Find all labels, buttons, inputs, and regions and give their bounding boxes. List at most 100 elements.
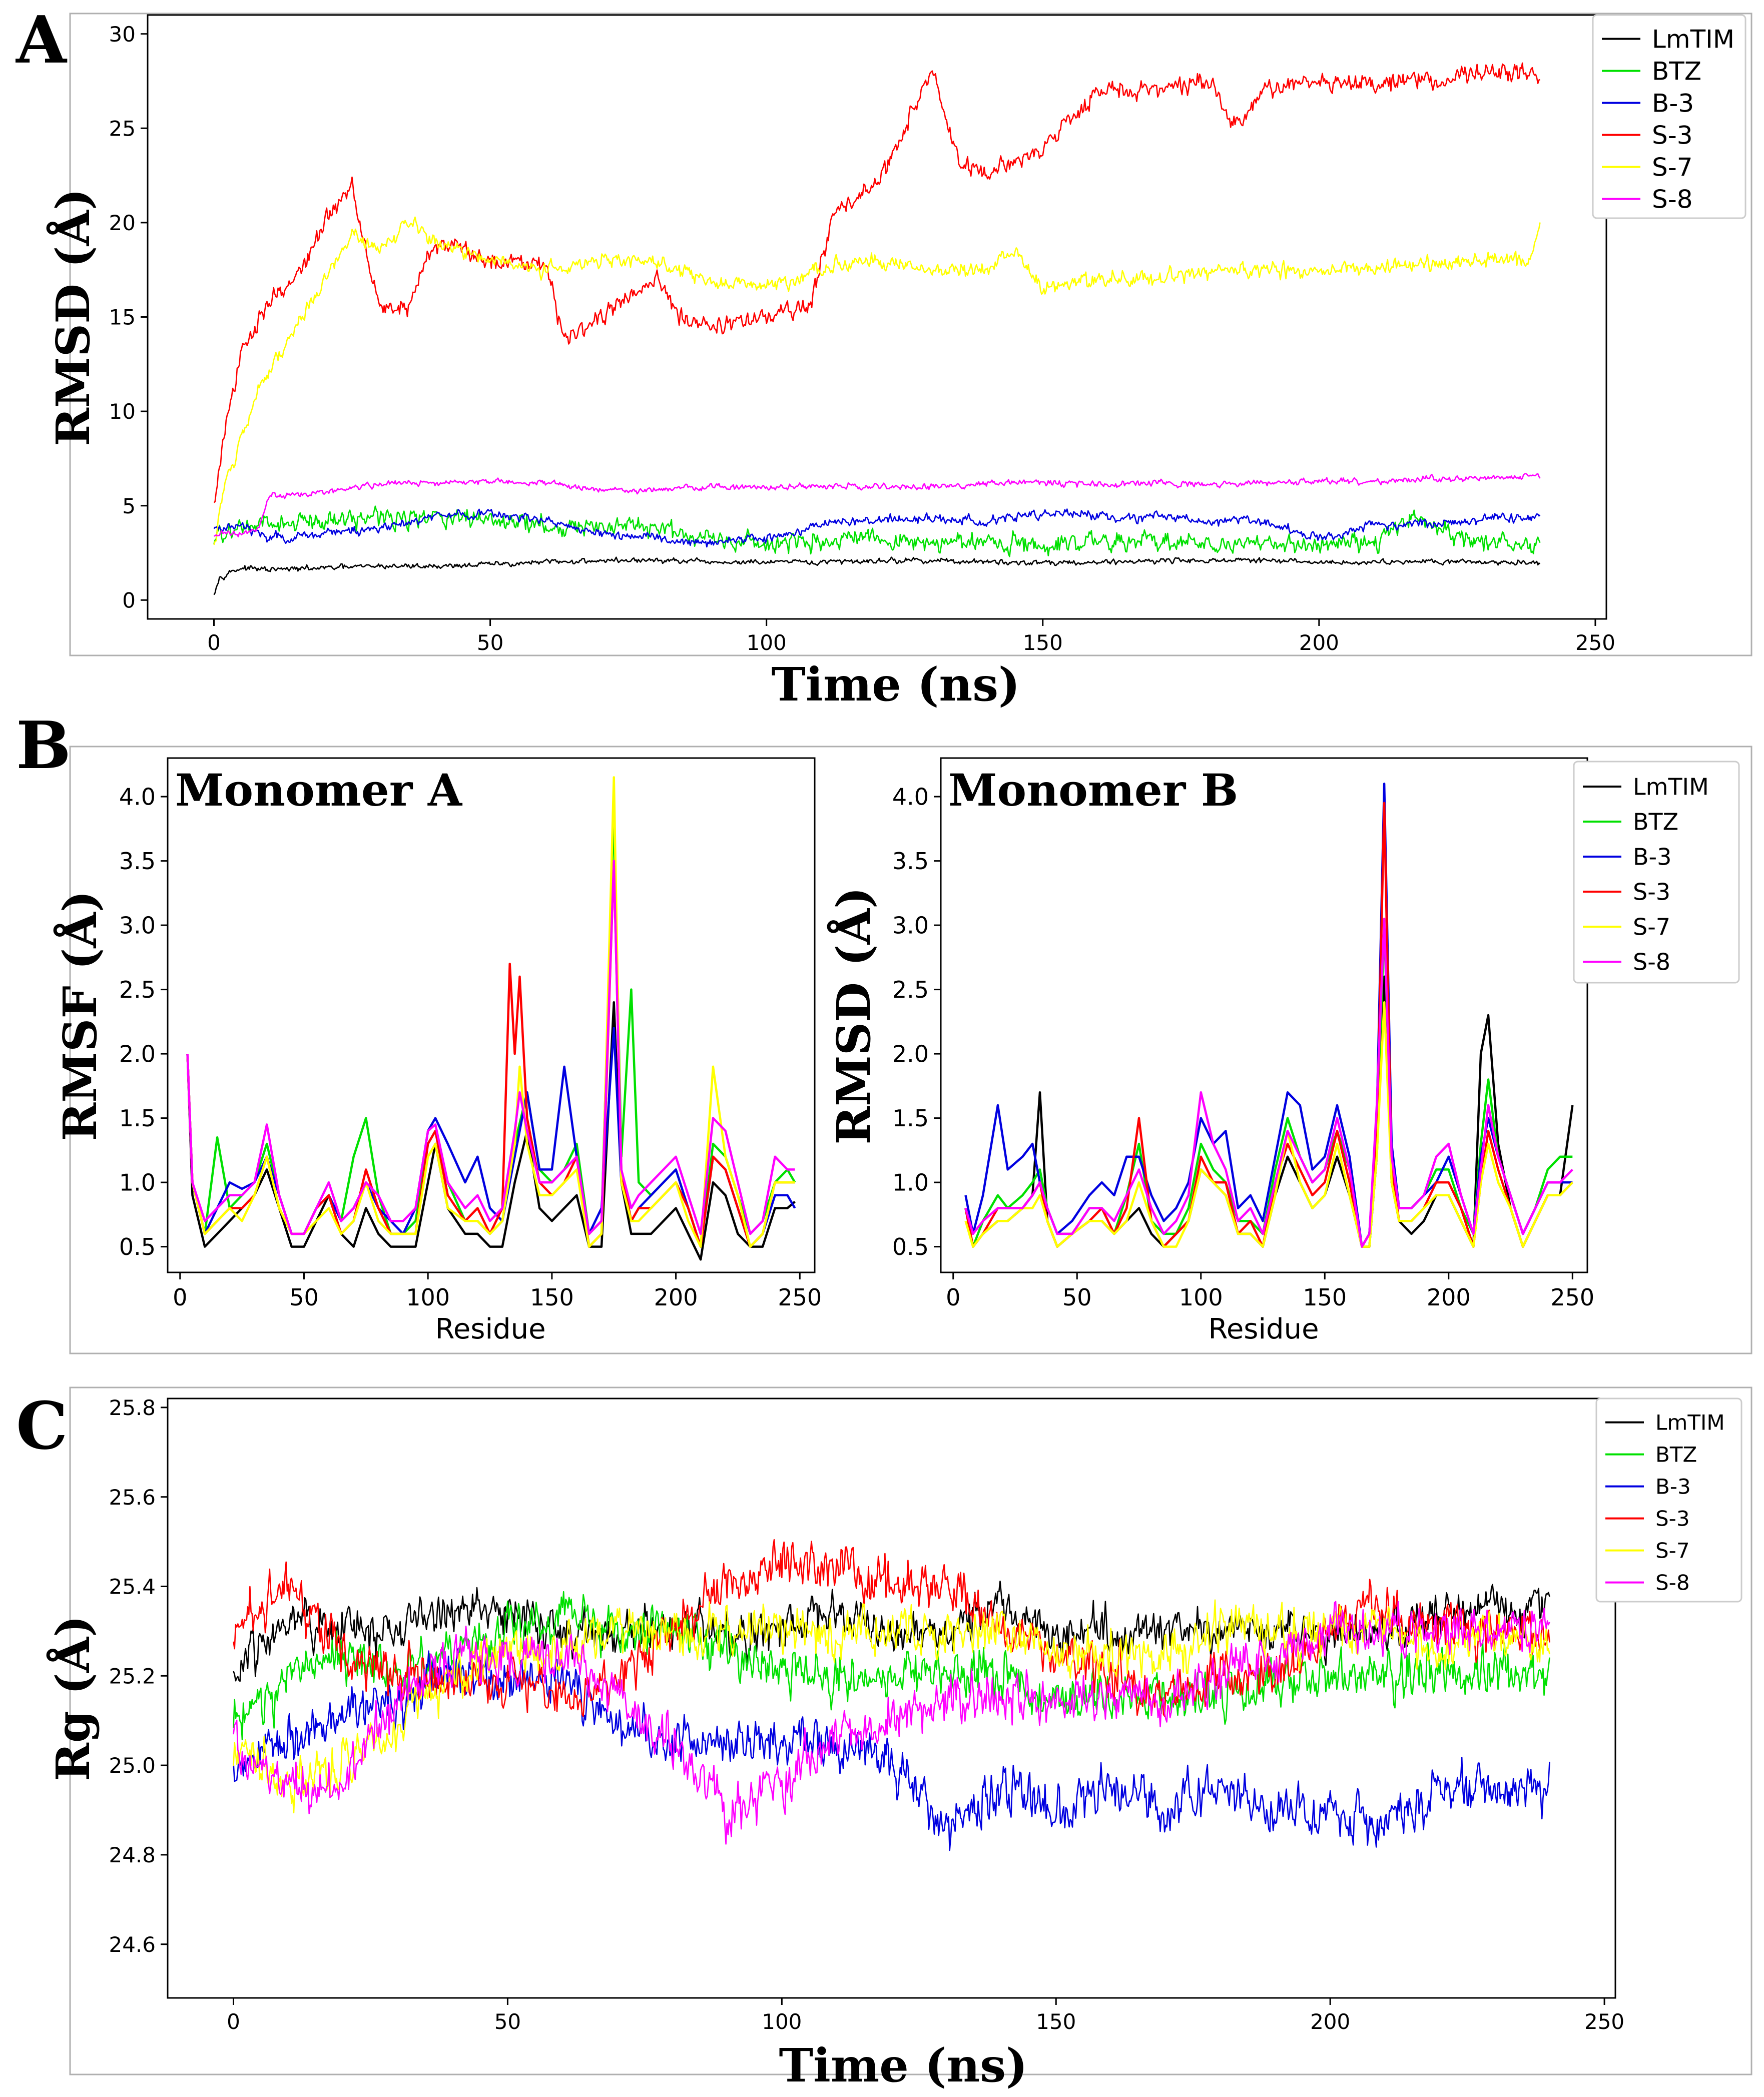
series-line-s-8 bbox=[186, 860, 795, 1235]
series-line-b-3 bbox=[213, 508, 1541, 548]
legend-label: BTZ bbox=[1652, 57, 1701, 86]
y-tick-label: 10 bbox=[109, 399, 136, 424]
rg-chart: 0 50 100 150 200 250 24.6 24.8 25.0 25.2 25.4 25.6 2… bbox=[46, 1395, 1742, 2092]
series-line-btz bbox=[233, 1591, 1550, 1741]
x-tick-label: 100 bbox=[762, 2009, 802, 2034]
legend-label: B-3 bbox=[1652, 89, 1694, 118]
rmsf-monomer-a-chart: 0 50 100 150 200 250 0.5 1.0 1.5 2.0 2.5 3.0 3.5 4.0 R… bbox=[53, 757, 822, 1345]
y-tick-label: 30 bbox=[109, 22, 136, 47]
x-tick-label: 100 bbox=[1179, 1284, 1223, 1311]
legend-label: S-3 bbox=[1633, 879, 1670, 906]
x-tick-label: 250 bbox=[778, 1284, 822, 1311]
x-tick-label: 200 bbox=[1310, 2009, 1350, 2034]
rmsd-monomer-b-chart: 0 50 100 150 200 250 0.5 1.0 1.5 2.0 2.5 3.0 3.5 4.0 R… bbox=[827, 757, 1740, 1345]
y-tick-label: 3.0 bbox=[119, 912, 156, 939]
series-layer bbox=[233, 1539, 1550, 1851]
legend-label: S-7 bbox=[1655, 1539, 1690, 1563]
series-line-s-7 bbox=[213, 216, 1541, 545]
x-tick-label: 50 bbox=[289, 1284, 319, 1311]
y-tick-label: 0 bbox=[122, 588, 136, 612]
x-tick-label: 50 bbox=[494, 2009, 521, 2034]
y-tick-label: 25.2 bbox=[109, 1664, 156, 1688]
series-line-s-7 bbox=[186, 776, 795, 1248]
legend-label: S-8 bbox=[1652, 185, 1693, 214]
x-tick-label: 50 bbox=[477, 630, 503, 655]
y-tick-label: 25.8 bbox=[109, 1395, 156, 1420]
y-tick-label: 20 bbox=[109, 211, 136, 235]
series-line-s-8 bbox=[214, 473, 1541, 537]
legend-label: BTZ bbox=[1655, 1443, 1697, 1467]
y-tick-label: 1.0 bbox=[119, 1169, 156, 1196]
y-tick-label: 1.5 bbox=[892, 1105, 929, 1132]
legend-label: LmTIM bbox=[1633, 774, 1709, 801]
legend-label: S-7 bbox=[1633, 914, 1670, 941]
legend: LmTIM BTZ B-3 S-3 S-7 S-8 bbox=[1592, 14, 1746, 219]
series-line-lmtim bbox=[186, 1001, 796, 1261]
y-tick-label: 25.4 bbox=[109, 1575, 156, 1599]
legend: LmTIM BTZ B-3 S-3 S-7 S-8 bbox=[1595, 1397, 1742, 1603]
x-axis-label: Residue bbox=[1208, 1313, 1319, 1345]
series-layer bbox=[186, 776, 796, 1261]
chart-title: Monomer B bbox=[948, 764, 1238, 816]
y-tick-label: 4.0 bbox=[119, 784, 156, 811]
panel-a-frame bbox=[69, 13, 1752, 656]
x-tick-label: 150 bbox=[1036, 2009, 1076, 2034]
legend-label: S-3 bbox=[1652, 121, 1693, 150]
legend: LmTIM BTZ B-3 S-3 S-7 S-8 bbox=[1573, 761, 1740, 984]
y-tick-label: 1.0 bbox=[892, 1169, 929, 1196]
x-tick-label: 150 bbox=[1023, 630, 1063, 655]
x-axis-label: Residue bbox=[435, 1313, 545, 1345]
y-tick-label: 3.0 bbox=[892, 912, 929, 939]
y-tick-label: 2.5 bbox=[119, 976, 156, 1003]
legend-label: BTZ bbox=[1633, 809, 1678, 836]
series-layer bbox=[213, 62, 1541, 595]
y-tick-label: 24.6 bbox=[109, 1932, 156, 1957]
chart-title: Monomer A bbox=[175, 764, 463, 816]
y-tick-label: 3.5 bbox=[119, 848, 156, 875]
x-axis-label: Time (ns) bbox=[779, 2038, 1027, 2092]
y-tick-label: 15 bbox=[109, 305, 136, 330]
legend-label: S-8 bbox=[1655, 1571, 1690, 1595]
y-tick-label: 2.5 bbox=[892, 976, 929, 1003]
series-line-s-8 bbox=[964, 918, 1573, 1248]
panel-letter-a: A bbox=[15, 2, 68, 78]
series-line-btz bbox=[213, 505, 1541, 557]
series-line-s-8 bbox=[233, 1601, 1550, 1845]
x-tick-label: 200 bbox=[654, 1284, 698, 1311]
legend-label: LmTIM bbox=[1652, 25, 1734, 54]
y-axis-label: Rg (Å) bbox=[46, 1615, 100, 1781]
y-tick-label: 25 bbox=[109, 116, 136, 141]
y-tick-label: 5 bbox=[122, 494, 136, 518]
y-tick-label: 3.5 bbox=[892, 848, 929, 875]
x-tick-label: 0 bbox=[227, 2009, 240, 2034]
legend-label: S-8 bbox=[1633, 949, 1670, 976]
plot-frame bbox=[167, 757, 816, 1273]
x-tick-label: 150 bbox=[530, 1284, 574, 1311]
series-line-s-7 bbox=[964, 1001, 1573, 1248]
x-tick-label: 100 bbox=[747, 630, 787, 655]
plot-frame bbox=[940, 757, 1588, 1273]
series-line-lmtim bbox=[213, 556, 1541, 595]
panel-letter-b: B bbox=[16, 707, 71, 784]
y-tick-label: 0.5 bbox=[892, 1233, 929, 1260]
x-tick-label: 0 bbox=[173, 1284, 187, 1311]
x-tick-label: 250 bbox=[1575, 630, 1615, 655]
x-tick-label: 200 bbox=[1427, 1284, 1471, 1311]
y-axis-label: RMSF (Å) bbox=[53, 891, 107, 1141]
y-tick-label: 25.6 bbox=[109, 1485, 156, 1510]
x-tick-label: 0 bbox=[207, 630, 221, 655]
y-tick-label: 24.8 bbox=[109, 1843, 156, 1867]
panel-letter-c: C bbox=[16, 1387, 68, 1464]
y-axis-label: RMSD (Å) bbox=[827, 887, 881, 1145]
y-tick-label: 1.5 bbox=[119, 1105, 156, 1132]
y-tick-label: 2.0 bbox=[119, 1041, 156, 1068]
series-line-s-3 bbox=[213, 62, 1540, 503]
y-tick-label: 2.0 bbox=[892, 1041, 929, 1068]
legend-label: S-3 bbox=[1655, 1507, 1690, 1531]
x-tick-label: 250 bbox=[1584, 2009, 1624, 2034]
x-tick-label: 150 bbox=[1303, 1284, 1347, 1311]
y-tick-label: 4.0 bbox=[892, 784, 929, 811]
legend-label: B-3 bbox=[1633, 844, 1671, 871]
